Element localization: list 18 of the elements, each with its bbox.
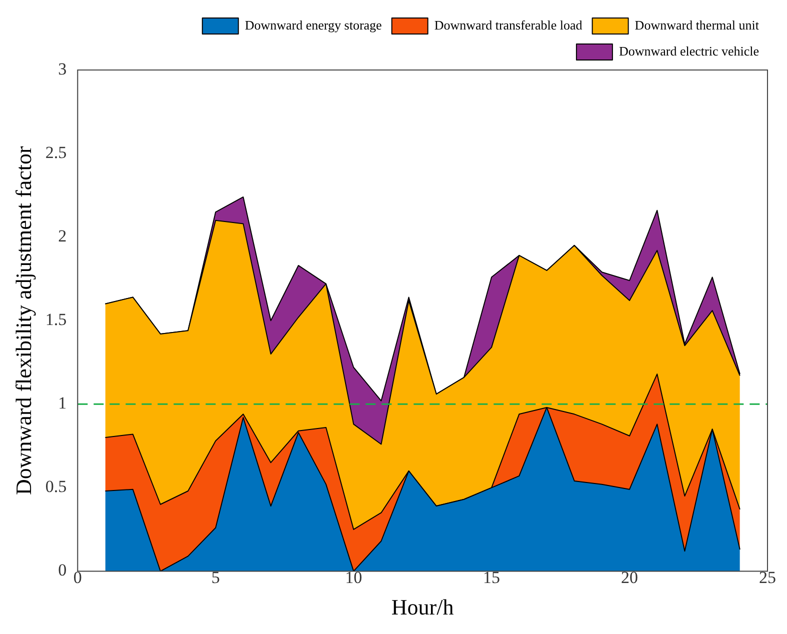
y-tick-label: 1 [58, 394, 67, 413]
x-tick-label: 0 [73, 568, 82, 587]
y-tick-label: 1.5 [45, 310, 67, 330]
x-tick-label: 20 [621, 568, 638, 587]
x-tick-label: 5 [211, 568, 220, 587]
y-tick-label: 0.5 [45, 477, 67, 496]
x-tick-label: 15 [483, 568, 500, 587]
legend-label: Downward transferable load [434, 17, 583, 32]
y-tick-label: 2 [58, 226, 67, 246]
x-tick-label: 10 [345, 568, 362, 587]
y-tick-label: 3 [58, 59, 67, 78]
y-axis-title: Downward flexibility adjustment factor [10, 146, 36, 496]
y-tick-label: 2.5 [45, 143, 67, 162]
legend-label: Downward thermal unit [634, 17, 760, 32]
legend-label: Downward energy storage [244, 17, 382, 32]
legend-label: Downward electric vehicle [618, 43, 760, 58]
x-tick-label: 25 [759, 568, 776, 587]
x-axis-title: Hour/h [391, 594, 454, 620]
